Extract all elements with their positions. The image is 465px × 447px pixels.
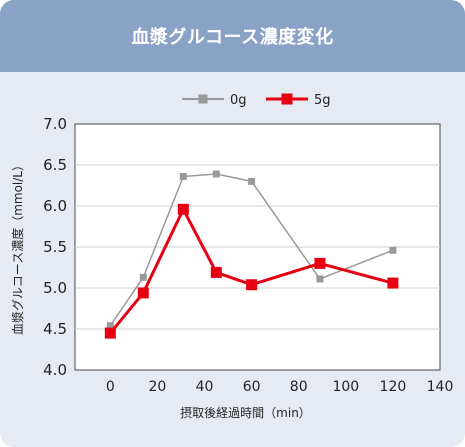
y-tick-label: 5.0 (43, 279, 67, 297)
x-tick-label: 100 (332, 379, 359, 395)
x-tick-label: 20 (149, 379, 167, 395)
x-axis-ticks: 0 20 40 60 80 100 120 140 (106, 379, 454, 395)
chart-title: 血漿グルコース濃度変化 (0, 0, 465, 72)
legend-label-0g: 0g (230, 93, 247, 108)
legend: 0g 5g (182, 93, 331, 108)
legend-marker-0g (198, 94, 208, 104)
x-axis-title: 摂取後経過時間（min） (180, 405, 311, 420)
data-point-5g (210, 266, 222, 278)
data-point-0g (389, 246, 397, 254)
data-point-0g (106, 322, 114, 330)
y-tick-label: 6.0 (43, 197, 67, 215)
x-tick-label: 40 (196, 379, 214, 395)
data-point-0g (316, 275, 324, 283)
data-point-5g (177, 203, 189, 215)
x-tick-label: 0 (106, 379, 115, 395)
x-tick-label: 120 (380, 379, 407, 395)
data-point-5g (137, 287, 149, 299)
y-tick-label: 6.5 (43, 156, 67, 174)
x-tick-label: 140 (427, 379, 454, 395)
data-point-5g (246, 279, 258, 291)
y-tick-label: 5.5 (43, 238, 67, 256)
data-point-5g (104, 327, 116, 339)
legend-marker-5g (281, 93, 293, 105)
y-tick-label: 4.5 (43, 320, 67, 338)
y-tick-label: 4.0 (43, 361, 67, 379)
y-axis-ticks: 4.0 4.5 5.0 5.5 6.0 6.5 7.0 (43, 115, 67, 379)
series-group (104, 170, 399, 339)
data-point-5g (387, 277, 399, 289)
y-tick-label: 7.0 (43, 115, 67, 133)
legend-label-5g: 5g (314, 93, 331, 108)
x-tick-label: 60 (243, 379, 261, 395)
data-point-0g (139, 273, 147, 281)
data-point-0g (248, 177, 256, 185)
data-point-5g (314, 257, 326, 269)
x-tick-label: 80 (290, 379, 308, 395)
y-axis-title: 血漿グルコース濃度（mmol/L） (10, 159, 25, 335)
data-point-0g (212, 170, 220, 178)
data-point-0g (179, 172, 187, 180)
